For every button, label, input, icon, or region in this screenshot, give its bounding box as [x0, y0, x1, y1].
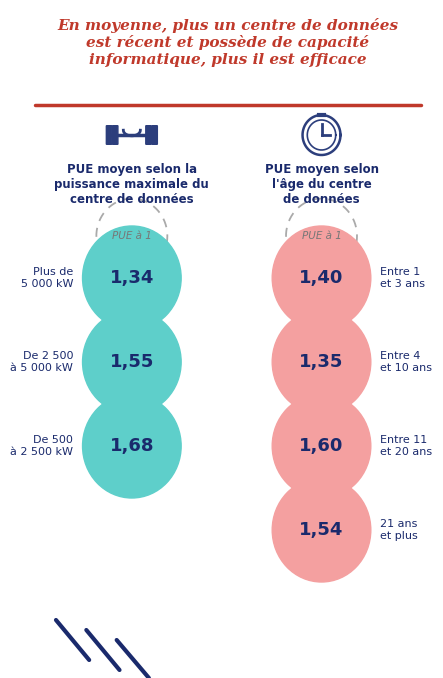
- Text: 1,54: 1,54: [299, 521, 344, 539]
- Circle shape: [82, 226, 181, 330]
- Circle shape: [272, 310, 371, 414]
- Text: De 500
à 2 500 kW: De 500 à 2 500 kW: [10, 435, 73, 457]
- Text: De 2 500
à 5 000 kW: De 2 500 à 5 000 kW: [10, 351, 73, 373]
- Circle shape: [272, 226, 371, 330]
- Text: 1,34: 1,34: [110, 269, 154, 287]
- Text: 21 ans
et plus: 21 ans et plus: [380, 519, 418, 541]
- Text: Entre 1
et 3 ans: Entre 1 et 3 ans: [380, 267, 425, 289]
- Circle shape: [272, 478, 371, 582]
- FancyBboxPatch shape: [113, 125, 118, 144]
- FancyBboxPatch shape: [106, 125, 112, 144]
- Text: PUE à 1: PUE à 1: [112, 231, 152, 241]
- Text: Entre 4
et 10 ans: Entre 4 et 10 ans: [380, 351, 432, 373]
- Text: Entre 11
et 20 ans: Entre 11 et 20 ans: [380, 435, 432, 457]
- Text: 1,68: 1,68: [109, 437, 154, 455]
- Text: PUE à 1: PUE à 1: [302, 231, 342, 241]
- Text: PUE moyen selon la
puissance maximale du
centre de données: PUE moyen selon la puissance maximale du…: [54, 163, 209, 206]
- Text: Plus de
5 000 kW: Plus de 5 000 kW: [20, 267, 73, 289]
- FancyBboxPatch shape: [152, 125, 157, 144]
- Circle shape: [82, 310, 181, 414]
- Text: 1,60: 1,60: [299, 437, 344, 455]
- Text: PUE moyen selon
l'âge du centre
de données: PUE moyen selon l'âge du centre de donné…: [264, 163, 378, 206]
- Text: En moyenne, plus un centre de données
est récent et possède de capacité
informat: En moyenne, plus un centre de données es…: [57, 18, 398, 66]
- Circle shape: [82, 394, 181, 498]
- Text: 1,35: 1,35: [299, 353, 344, 371]
- Text: 1,40: 1,40: [299, 269, 344, 287]
- Circle shape: [272, 394, 371, 498]
- Text: 1,55: 1,55: [110, 353, 154, 371]
- FancyBboxPatch shape: [146, 125, 152, 144]
